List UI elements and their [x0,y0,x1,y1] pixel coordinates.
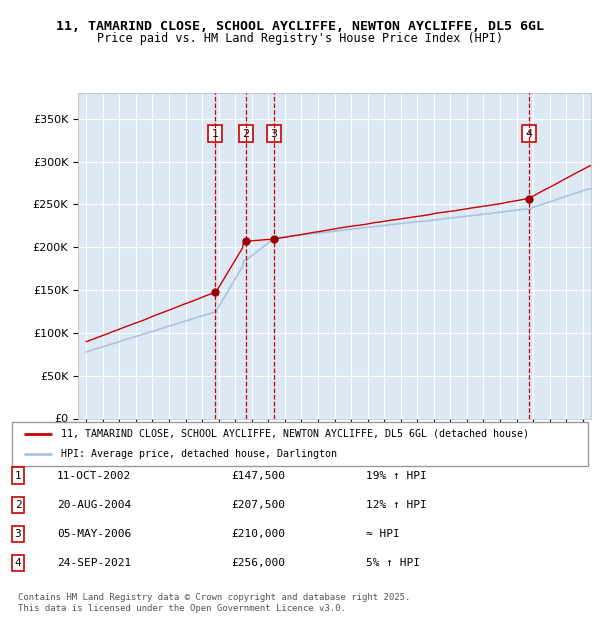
Text: £256,000: £256,000 [231,558,285,568]
Text: 24-SEP-2021: 24-SEP-2021 [57,558,131,568]
Text: 2: 2 [14,500,22,510]
Text: 11, TAMARIND CLOSE, SCHOOL AYCLIFFE, NEWTON AYCLIFFE, DL5 6GL: 11, TAMARIND CLOSE, SCHOOL AYCLIFFE, NEW… [56,20,544,33]
Text: 11, TAMARIND CLOSE, SCHOOL AYCLIFFE, NEWTON AYCLIFFE, DL5 6GL (detached house): 11, TAMARIND CLOSE, SCHOOL AYCLIFFE, NEW… [61,428,529,439]
Text: Price paid vs. HM Land Registry's House Price Index (HPI): Price paid vs. HM Land Registry's House … [97,32,503,45]
Text: 1: 1 [14,471,22,480]
Text: ≈ HPI: ≈ HPI [366,529,400,539]
Text: 11-OCT-2002: 11-OCT-2002 [57,471,131,480]
Text: 19% ↑ HPI: 19% ↑ HPI [366,471,427,480]
Text: 3: 3 [14,529,22,539]
Text: 1: 1 [212,129,218,139]
Text: £147,500: £147,500 [231,471,285,480]
Text: 3: 3 [271,129,277,139]
Text: 4: 4 [525,129,532,139]
Text: 12% ↑ HPI: 12% ↑ HPI [366,500,427,510]
Text: £210,000: £210,000 [231,529,285,539]
Text: 2: 2 [242,129,250,139]
Text: Contains HM Land Registry data © Crown copyright and database right 2025.
This d: Contains HM Land Registry data © Crown c… [18,593,410,613]
Text: 5% ↑ HPI: 5% ↑ HPI [366,558,420,568]
Text: 05-MAY-2006: 05-MAY-2006 [57,529,131,539]
Text: £207,500: £207,500 [231,500,285,510]
Text: 20-AUG-2004: 20-AUG-2004 [57,500,131,510]
Text: HPI: Average price, detached house, Darlington: HPI: Average price, detached house, Darl… [61,449,337,459]
Text: 4: 4 [14,558,22,568]
